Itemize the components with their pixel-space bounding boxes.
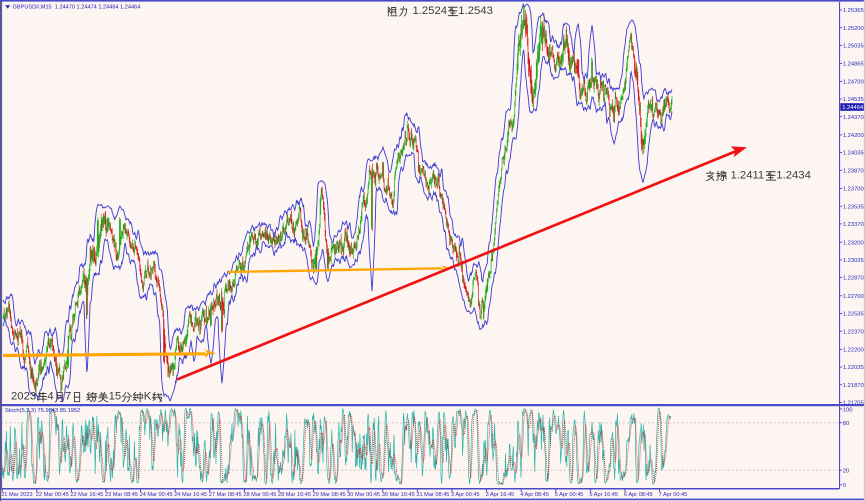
svg-text:27 Mar 08:45: 27 Mar 08:45 <box>209 492 242 498</box>
svg-text:22 Mar 16:45: 22 Mar 16:45 <box>70 492 103 498</box>
svg-text:1.24535: 1.24535 <box>843 97 864 103</box>
svg-text:7: 7 <box>65 391 71 403</box>
svg-text:5 Apr 00:45: 5 Apr 00:45 <box>555 492 584 498</box>
svg-text:1.23035: 1.23035 <box>843 258 864 264</box>
svg-text:1.24370: 1.24370 <box>843 115 864 121</box>
svg-text:30 Mar 16:45: 30 Mar 16:45 <box>382 492 415 498</box>
svg-text:1.22535: 1.22535 <box>843 312 864 318</box>
svg-text:1.22870: 1.22870 <box>843 276 864 282</box>
svg-text:1.23535: 1.23535 <box>843 204 864 210</box>
svg-text:1.25365: 1.25365 <box>843 8 864 14</box>
svg-text:1.25035: 1.25035 <box>843 44 864 50</box>
svg-text:0: 0 <box>843 483 846 489</box>
svg-text:3 Apr 16:45: 3 Apr 16:45 <box>486 492 515 498</box>
svg-text:1.2434: 1.2434 <box>776 169 811 181</box>
svg-text:1.23700: 1.23700 <box>843 187 864 193</box>
svg-text:29 Mar 08:45: 29 Mar 08:45 <box>313 492 346 498</box>
svg-text:K: K <box>144 391 152 403</box>
svg-text:1.22035: 1.22035 <box>843 365 864 371</box>
svg-text:80: 80 <box>843 421 849 427</box>
svg-text:1.23870: 1.23870 <box>843 168 864 174</box>
svg-text:1.23200: 1.23200 <box>843 240 864 246</box>
svg-text:5 Apr 16:45: 5 Apr 16:45 <box>589 492 618 498</box>
svg-text:31 Mar 08:45: 31 Mar 08:45 <box>416 492 449 498</box>
svg-text:28 Mar 16:45: 28 Mar 16:45 <box>278 492 311 498</box>
svg-text:28 Mar 00:45: 28 Mar 00:45 <box>243 492 276 498</box>
svg-text:1.22700: 1.22700 <box>843 294 864 300</box>
svg-text:GBPUSD#,M15 1.24470 1.24474 1: GBPUSD#,M15 1.24470 1.24474 1.24464 1.24… <box>13 5 141 11</box>
svg-text:1.24464: 1.24464 <box>842 105 864 111</box>
svg-text:20: 20 <box>843 469 849 475</box>
svg-text:23 Mar 08:45: 23 Mar 08:45 <box>105 492 138 498</box>
svg-text:3 Apr 00:45: 3 Apr 00:45 <box>451 492 480 498</box>
svg-text:1.21870: 1.21870 <box>843 383 864 389</box>
svg-text:15: 15 <box>109 391 122 403</box>
svg-text:1.25200: 1.25200 <box>843 26 864 32</box>
svg-text:1.2411: 1.2411 <box>731 169 765 181</box>
svg-text:24 Mar 16:45: 24 Mar 16:45 <box>174 492 207 498</box>
svg-text:1.24865: 1.24865 <box>843 62 864 68</box>
svg-text:Stoch(5,3,3) 75.9843 85.1952: Stoch(5,3,3) 75.9843 85.1952 <box>5 408 80 414</box>
svg-text:30 Mar 00:45: 30 Mar 00:45 <box>347 492 380 498</box>
svg-text:1.24035: 1.24035 <box>843 151 864 157</box>
svg-text:100: 100 <box>843 407 853 413</box>
svg-text:22 Mar 00:45: 22 Mar 00:45 <box>36 492 69 498</box>
svg-text:4 Apr 08:45: 4 Apr 08:45 <box>520 492 549 498</box>
svg-text:1.21705: 1.21705 <box>843 401 864 407</box>
svg-text:2023: 2023 <box>11 391 36 403</box>
svg-text:21 Mar 2023: 21 Mar 2023 <box>1 492 32 498</box>
svg-text:1.22200: 1.22200 <box>843 348 864 354</box>
svg-text:1.2543: 1.2543 <box>458 5 493 17</box>
svg-text:7 Apr 00:45: 7 Apr 00:45 <box>659 492 688 498</box>
svg-text:1.24200: 1.24200 <box>843 133 864 139</box>
svg-text:4: 4 <box>47 391 53 403</box>
svg-text:6 Apr 08:45: 6 Apr 08:45 <box>624 492 653 498</box>
svg-text:1.22370: 1.22370 <box>843 329 864 335</box>
svg-text:1.23370: 1.23370 <box>843 222 864 228</box>
svg-text:1.24700: 1.24700 <box>843 79 864 85</box>
svg-text:24 Mar 00:45: 24 Mar 00:45 <box>140 492 173 498</box>
svg-text:1.2524: 1.2524 <box>413 5 448 17</box>
